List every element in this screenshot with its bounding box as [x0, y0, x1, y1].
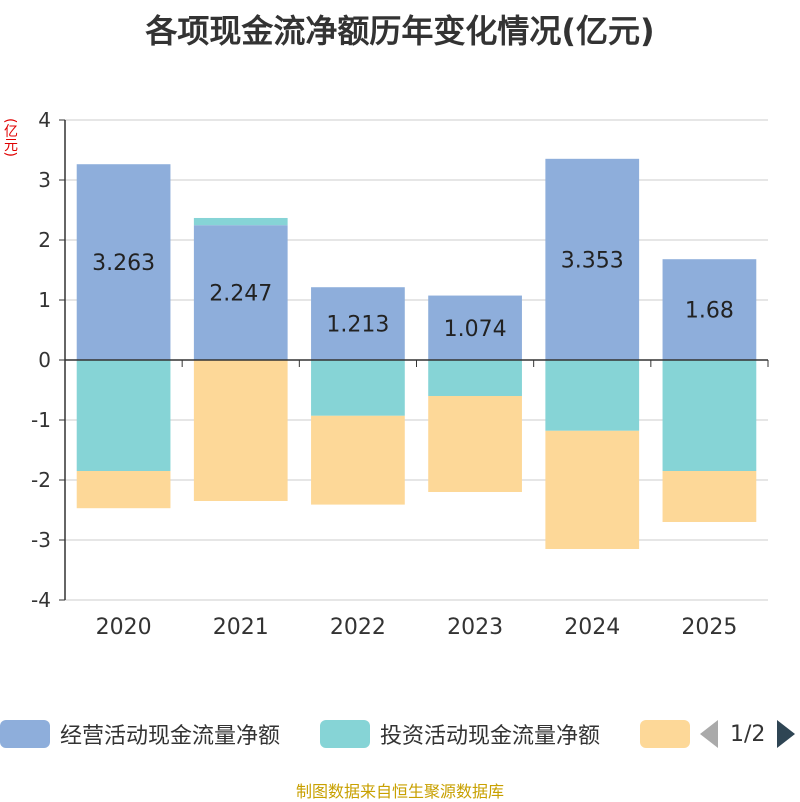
y-tick-label: -1 — [31, 408, 51, 432]
legend-swatch-operating — [0, 720, 50, 748]
bar-financing-2021[interactable] — [193, 360, 288, 501]
bar-investing-2024[interactable] — [545, 360, 640, 431]
data-label-2024: 3.353 — [561, 248, 624, 273]
bar-investing-2023[interactable] — [428, 360, 522, 396]
data-label-2022: 1.213 — [326, 313, 389, 338]
legend-prev-page-icon[interactable] — [700, 720, 718, 748]
bar-investing-2022[interactable] — [311, 360, 405, 416]
x-tick-label-2025: 2025 — [681, 615, 737, 640]
legend-swatch-financing — [640, 720, 690, 748]
y-tick-label: 3 — [38, 168, 51, 192]
legend-pager: 1/2 — [700, 716, 796, 752]
bar-investing-2025[interactable] — [662, 360, 757, 471]
bar-investing-2020[interactable] — [76, 360, 171, 471]
bar-financing-2020[interactable] — [76, 471, 171, 509]
bar-financing-2025[interactable] — [662, 471, 757, 522]
data-label-2021: 2.247 — [209, 282, 272, 307]
x-tick-label-2020: 2020 — [96, 615, 152, 640]
y-tick-label: -4 — [31, 588, 51, 612]
data-label-2023: 1.074 — [444, 317, 507, 342]
x-tick-label-2023: 2023 — [447, 615, 503, 640]
y-tick-label: 2 — [38, 228, 51, 252]
bars — [76, 158, 757, 549]
legend-label-operating: 经营活动现金流量净额 — [60, 724, 281, 749]
bar-operating-2022[interactable] — [311, 287, 405, 360]
bar-investing-2021[interactable] — [193, 217, 288, 226]
x-tick-label-2022: 2022 — [330, 615, 386, 640]
bar-operating-2020[interactable] — [76, 164, 171, 360]
x-tick-label-2024: 2024 — [564, 615, 620, 640]
data-source-note: 制图数据来自恒生聚源数据库 — [295, 782, 504, 801]
y-tick-label: -2 — [31, 468, 51, 492]
legend-page-indicator: 1/2 — [730, 721, 766, 747]
legend-item-financing[interactable] — [640, 716, 700, 752]
bar-financing-2023[interactable] — [428, 396, 522, 492]
x-tick-label-2021: 2021 — [213, 615, 269, 640]
y-tick-label: 4 — [38, 108, 51, 132]
bar-operating-2021[interactable] — [193, 225, 288, 360]
legend: 经营活动现金流量净额 投资活动现金流量净额 — [0, 716, 800, 752]
bar-operating-2023[interactable] — [428, 295, 522, 360]
bar-financing-2022[interactable] — [311, 415, 405, 505]
bar-financing-2024[interactable] — [545, 430, 640, 549]
y-tick-label: -3 — [31, 528, 51, 552]
bar-operating-2025[interactable] — [662, 259, 757, 360]
y-tick-label: 1 — [38, 288, 51, 312]
legend-item-operating[interactable]: 经营活动现金流量净额 — [0, 716, 280, 752]
stacked-bar-chart: 4 3 2 1 0 -1 -2 -3 -4 2020 2021 2022 2023 2024 2025 3.… — [31, 108, 769, 640]
legend-item-investing[interactable]: 投资活动现金流量净额 — [320, 716, 600, 752]
data-label-2020: 3.263 — [92, 251, 155, 276]
grid-lines — [65, 119, 768, 601]
bar-operating-2024[interactable] — [545, 158, 640, 360]
y-tick-label: 0 — [38, 348, 51, 372]
legend-swatch-investing — [320, 720, 370, 748]
legend-label-investing: 投资活动现金流量净额 — [380, 724, 601, 749]
data-label-2025: 1.68 — [685, 299, 734, 324]
axes: 4 3 2 1 0 -1 -2 -3 -4 2020 2021 2022 2023 2024 2025 — [31, 108, 769, 640]
legend-next-page-icon[interactable] — [777, 720, 796, 748]
chart-title: 各项现金流净额历年变化情况(亿元) — [145, 12, 655, 50]
y-axis-unit-label: (亿元) — [2, 118, 18, 157]
data-labels: 3.263 2.247 1.213 1.074 3.353 1.68 — [92, 248, 734, 341]
